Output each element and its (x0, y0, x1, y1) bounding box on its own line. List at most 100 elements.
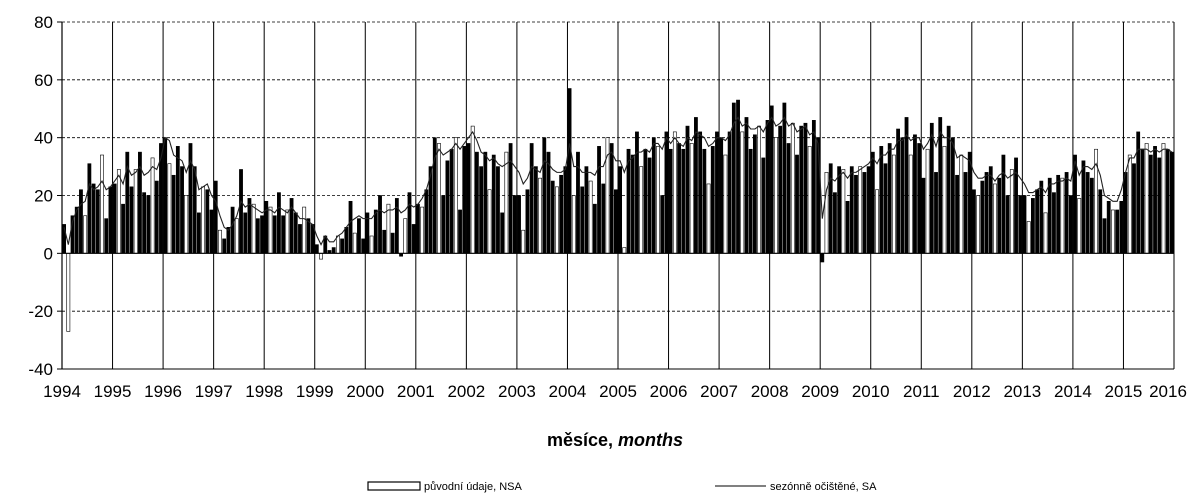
x-tick-label: 1995 (94, 382, 132, 401)
bar (95, 189, 100, 254)
bar (112, 183, 117, 254)
bar (807, 146, 812, 254)
bar (592, 203, 597, 254)
bar (104, 218, 109, 254)
x-tick-label: 2008 (751, 382, 789, 401)
y-tick-label: -40 (28, 360, 53, 379)
bar (302, 206, 307, 254)
legend-label-nsa: původní údaje, NSA (424, 481, 523, 493)
x-tick-label: 2013 (1003, 382, 1041, 401)
x-tick-label: 2002 (447, 382, 485, 401)
x-tick-label: 2003 (498, 382, 536, 401)
bar (83, 215, 88, 254)
bar (567, 88, 572, 254)
bar (672, 131, 677, 254)
bar (1169, 151, 1174, 254)
bar (740, 131, 745, 254)
bar (546, 151, 551, 254)
bar (904, 117, 909, 254)
bar (828, 163, 833, 254)
bar (601, 183, 606, 254)
bar (445, 160, 450, 254)
bar (858, 166, 863, 254)
bar (1030, 198, 1035, 254)
y-tick-label: -20 (28, 302, 53, 321)
bar (824, 172, 829, 254)
bar (887, 143, 892, 254)
bar (508, 143, 513, 254)
bar (491, 154, 496, 254)
bar (213, 180, 218, 254)
bar (382, 229, 387, 254)
bar (272, 215, 277, 254)
bar (1115, 209, 1120, 254)
bar (335, 235, 340, 254)
bar (1098, 189, 1103, 254)
bar (656, 146, 660, 254)
bar (146, 195, 151, 254)
bar (664, 131, 669, 254)
bar (116, 169, 121, 254)
bar (849, 166, 854, 254)
y-tick-label: 60 (34, 71, 53, 90)
bar (955, 174, 959, 254)
bar (727, 131, 732, 254)
bar (314, 244, 319, 254)
bar (180, 166, 184, 254)
bar (635, 131, 639, 254)
bar (277, 192, 281, 254)
bar (875, 189, 879, 254)
bar (1001, 154, 1006, 254)
bar (630, 154, 635, 254)
bar (108, 186, 113, 254)
bar (470, 125, 475, 254)
bar (584, 166, 589, 254)
bar (538, 177, 542, 254)
x-tick-label: 2001 (397, 382, 435, 401)
bar (483, 151, 488, 254)
bar (811, 120, 816, 254)
bar (142, 192, 147, 254)
bar (929, 122, 934, 254)
bar (1026, 221, 1031, 254)
bar (934, 172, 938, 254)
bar (651, 137, 656, 254)
bar (752, 134, 757, 254)
x-tick-label: 2009 (801, 382, 839, 401)
bar (411, 224, 416, 254)
x-tick-label: 2000 (346, 382, 384, 401)
bar (529, 143, 534, 254)
bar (1052, 192, 1056, 254)
x-tick-label: 2005 (599, 382, 637, 401)
bar (736, 99, 740, 254)
bar (226, 227, 231, 254)
x-tick-label: 1998 (245, 382, 283, 401)
bar (748, 148, 753, 254)
bar (639, 166, 644, 254)
bar (218, 229, 222, 254)
x-tick-label: 1997 (195, 382, 233, 401)
bar (100, 154, 104, 254)
bar (542, 137, 547, 254)
bar (129, 186, 134, 254)
legend: původní údaje, NSA sezónně očištěné, SA (367, 481, 877, 493)
bar (972, 189, 976, 254)
bar (820, 253, 825, 263)
bar (1148, 154, 1153, 254)
bar (378, 195, 382, 254)
legend-swatch-nsa (367, 481, 421, 491)
bar (298, 224, 302, 254)
x-tick-label: 1996 (144, 382, 182, 401)
bar (121, 203, 125, 254)
bar (1119, 200, 1124, 254)
y-tick-label: 0 (44, 244, 53, 263)
bar (201, 186, 206, 254)
bar (373, 209, 378, 254)
x-tick-labels: 1994 1995 1996 1997 1998 1999 2000 2001 2002 2003… (43, 382, 1187, 401)
bar (424, 189, 429, 254)
x-tick-label: 2006 (650, 382, 688, 401)
bar (1009, 169, 1014, 254)
bar (1005, 195, 1010, 254)
bar (1089, 177, 1094, 254)
